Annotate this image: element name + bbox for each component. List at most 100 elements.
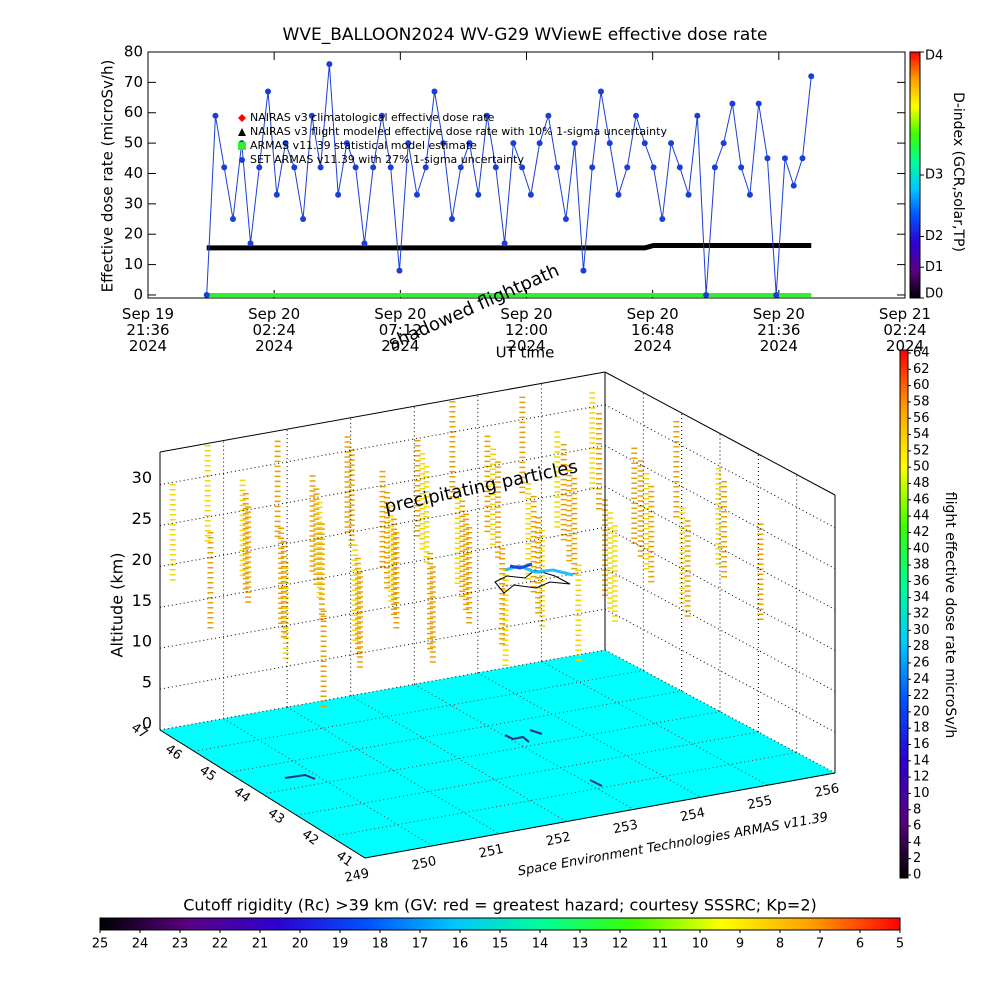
colorbar-tick-label: 18 <box>372 937 389 952</box>
colorbar-tick-label: 56 <box>913 411 930 426</box>
annotation: precipitating particles <box>383 456 580 517</box>
box-edge <box>364 772 836 859</box>
data-point <box>781 155 788 162</box>
colorbar-tick-label: 6 <box>856 937 864 952</box>
legend-label: NAIRAS v3 flight modeled effective dose … <box>250 125 667 138</box>
lat-tick-label: 46 <box>162 742 184 764</box>
colorbar-label: D-index (GCR,solar,TP) <box>950 92 966 252</box>
y-tick-label: 30 <box>124 194 143 212</box>
colorbar-tick-label: 19 <box>332 937 349 952</box>
x-tick-label: Sep 20 02:24 2024 <box>248 305 301 355</box>
lon-tick-label: 251 <box>478 842 505 862</box>
legend-label: SET ARMAS v11.39 with 27% 1-sigma uncert… <box>250 153 524 166</box>
colorbar-tick-label: 52 <box>913 443 930 458</box>
box-edge <box>159 371 606 453</box>
data-point <box>256 164 263 171</box>
data-point <box>484 112 491 119</box>
colorbar-tick-label: 34 <box>913 590 930 605</box>
colorbar-tick-label: D1 <box>925 260 943 275</box>
y-tick-label: 10 <box>124 255 143 273</box>
data-point <box>694 112 701 119</box>
colorbar-tick-label: 8 <box>776 937 784 952</box>
data-point <box>378 112 385 119</box>
data-point <box>738 164 745 171</box>
data-point <box>352 164 359 171</box>
lat-tick-label: 42 <box>299 827 321 849</box>
box-edge <box>159 729 366 859</box>
colorbar-tick-label: 42 <box>913 525 930 540</box>
z-tick-label: 25 <box>132 509 152 528</box>
colorbar-tick-label: 2 <box>913 851 921 866</box>
colorbar-tick-label: D3 <box>925 168 943 183</box>
y-tick-label: 70 <box>124 73 143 91</box>
grid-line <box>194 670 644 752</box>
data-point <box>221 164 228 171</box>
data-point <box>527 191 534 198</box>
plot-frame <box>147 51 906 299</box>
z-axis-label: Altitude (km) <box>108 553 127 658</box>
grid-line <box>159 649 606 731</box>
data-point <box>641 140 648 147</box>
data-point <box>370 164 377 171</box>
y-tick-label: 40 <box>124 164 143 182</box>
grid-line <box>159 567 606 649</box>
colorbar-tick-label: 10 <box>913 786 930 801</box>
data-point <box>633 112 640 119</box>
legend-marker <box>238 114 246 122</box>
data-point <box>799 155 806 162</box>
data-point <box>703 291 710 298</box>
colorbar-tick-label: 48 <box>913 476 930 491</box>
y-tick-label: 0 <box>133 285 143 303</box>
colorbar-tick-label: D0 <box>925 287 943 302</box>
ground-track <box>284 729 603 787</box>
grid-line <box>159 608 606 690</box>
data-point <box>343 140 350 147</box>
legend-label: ARMAS v11.39 statistical model estimate <box>250 139 477 152</box>
y-tick-label: 60 <box>124 103 143 121</box>
colorbar-tick-label: 26 <box>913 655 930 670</box>
data-point <box>265 88 272 95</box>
z-tick-label: 0 <box>142 714 152 733</box>
lon-tick-label: 254 <box>679 805 706 825</box>
grid-line <box>159 404 606 486</box>
grid-line <box>228 690 682 774</box>
colorbar-tick-label: 62 <box>913 362 930 377</box>
grid-line <box>350 695 567 823</box>
data-point <box>808 73 815 80</box>
colorbar-tick-label: 64 <box>913 346 930 361</box>
data-point <box>685 191 692 198</box>
data-point <box>203 291 210 298</box>
colorbar-tick-label: 16 <box>913 737 930 752</box>
lon-tick-label: 252 <box>545 830 572 850</box>
grid-line <box>159 485 606 567</box>
colorbar-tick-label: 60 <box>913 378 930 393</box>
data-point <box>396 267 403 274</box>
data-point <box>746 191 753 198</box>
data-point <box>282 140 289 147</box>
colorbar-tick-label: 22 <box>913 688 930 703</box>
data-point <box>273 191 280 198</box>
colorbar-tick-label: 13 <box>572 937 589 952</box>
colorbar-tick-label: 12 <box>612 937 629 952</box>
colorbar-title: Cutoff rigidity (Rc) >39 km (GV: red = g… <box>183 896 817 915</box>
colorbar-tick-label: 6 <box>913 819 921 834</box>
z-tick-label: 15 <box>132 591 152 610</box>
data-point <box>659 216 666 223</box>
lat-tick-label: 43 <box>265 806 287 828</box>
legend-label: NAIRAS v3 climatological effective dose … <box>250 111 495 124</box>
data-point <box>405 140 412 147</box>
colorbar-tick-label: 54 <box>913 427 930 442</box>
chart-title: WVE_BALLOON2024 WV-G29 WViewE effective … <box>283 25 768 45</box>
lon-tick-label: 249 <box>343 866 370 886</box>
data-point <box>676 164 683 171</box>
data-point <box>519 164 526 171</box>
colorbar-tick-label: 4 <box>913 835 921 850</box>
colorbar-tick-label: 32 <box>913 607 930 622</box>
legend-marker <box>238 128 246 136</box>
y-tick-label: 50 <box>124 134 143 152</box>
lon-tick-label: 256 <box>813 781 840 801</box>
data-point <box>711 164 718 171</box>
colorbar-tick-label: 30 <box>913 623 930 638</box>
series-line <box>206 64 812 295</box>
colorbar-tick-label: 38 <box>913 558 930 573</box>
